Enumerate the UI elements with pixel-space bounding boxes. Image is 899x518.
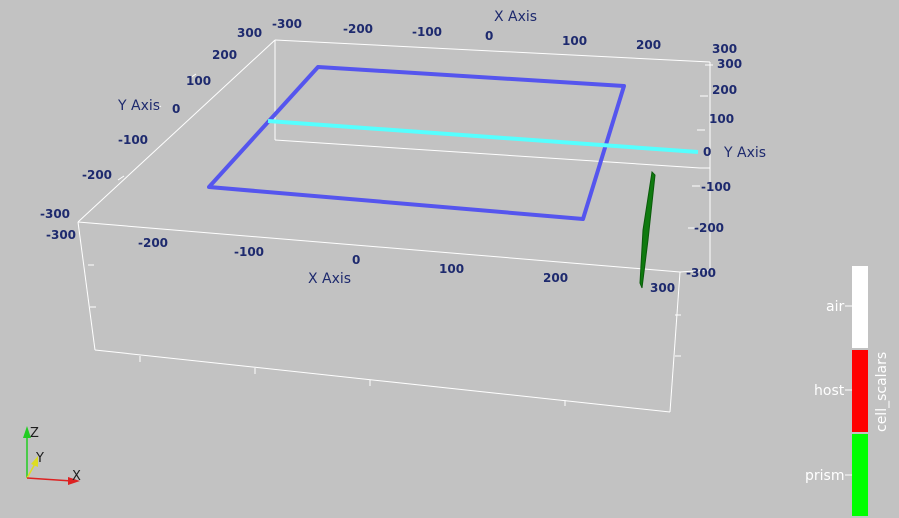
bottom-x-tick-label: -100 — [234, 245, 264, 259]
legend-label-air: air — [826, 299, 844, 315]
x-label: X — [72, 469, 81, 484]
right-y-tick-label: 100 — [709, 112, 734, 126]
right-y-tick-labels: 300 200 100 0 -100 -200 -300 — [686, 57, 742, 280]
left-y-tick-label: 200 — [212, 48, 237, 62]
right-y-tick-label: 200 — [712, 83, 737, 97]
top-x-tick-label: -300 — [272, 17, 302, 31]
left-y-tick-label: -100 — [118, 133, 148, 147]
right-y-axis-title: Y Axis — [723, 145, 766, 161]
bottom-x-tick-label: -200 — [138, 236, 168, 250]
bottom-x-tick-label: 0 — [352, 253, 360, 267]
right-y-tick-label: 0 — [703, 145, 711, 159]
legend-swatch-host — [852, 350, 868, 432]
bottom-x-tick-label: 200 — [543, 271, 568, 285]
bottom-x-tick-label: 100 — [439, 262, 464, 276]
left-y-tick-label: 100 — [186, 74, 211, 88]
top-x-tick-label: -100 — [412, 25, 442, 39]
cyan-profile-line[interactable] — [267, 119, 699, 154]
right-y-tick-label: -300 — [686, 266, 716, 280]
left-y-tick-label: 300 — [237, 26, 262, 40]
legend-swatch-prism — [852, 434, 868, 516]
top-x-tick-label: 0 — [485, 29, 493, 43]
top-x-axis-title: X Axis — [494, 9, 537, 25]
left-y-axis-title: Y Axis — [117, 98, 160, 114]
z-arrow-icon — [23, 426, 31, 438]
bottom-x-axis-title: X Axis — [308, 271, 351, 287]
right-y-tick-label: -100 — [701, 180, 731, 194]
x-arrow-icon — [68, 477, 80, 485]
green-prism-shape[interactable] — [639, 170, 656, 289]
z-label: Z — [30, 426, 39, 441]
left-y-tick-labels: 300 200 100 0 -100 -200 -300 — [40, 26, 262, 221]
scalar-bar-legend[interactable]: air host prism cell_scalars — [805, 266, 890, 516]
left-y-tick-label: -200 — [82, 168, 112, 182]
blue-rectangle-outline[interactable] — [207, 65, 626, 221]
top-x-tick-labels: -300 -200 -100 0 100 200 300 — [272, 17, 737, 56]
x-axis-arrow-line — [26, 477, 73, 482]
legend-label-host: host — [814, 383, 845, 399]
bounding-box — [77, 39, 711, 413]
top-x-tick-label: 100 — [562, 34, 587, 48]
bottom-x-tick-label: -300 — [46, 228, 76, 242]
bottom-x-tick-label: 300 — [650, 281, 675, 295]
left-y-tick-label: -300 — [40, 207, 70, 221]
bottom-x-tick-labels: -300 -200 -100 0 100 200 300 — [46, 228, 675, 295]
right-y-tick-label: -200 — [694, 221, 724, 235]
legend-swatch-air — [852, 266, 868, 348]
top-x-tick-label: 300 — [712, 42, 737, 56]
right-y-tick-label: 300 — [717, 57, 742, 71]
y-label: Y — [35, 451, 44, 466]
legend-label-prism: prism — [805, 468, 844, 484]
left-y-tick-label: 0 — [172, 102, 180, 116]
tick-marks — [88, 64, 713, 406]
y-arrow-icon — [31, 456, 38, 467]
top-x-tick-label: 200 — [636, 38, 661, 52]
top-x-tick-label: -200 — [343, 22, 373, 36]
legend-title: cell_scalars — [874, 352, 890, 432]
orientation-triad: Z Y X — [23, 426, 81, 485]
